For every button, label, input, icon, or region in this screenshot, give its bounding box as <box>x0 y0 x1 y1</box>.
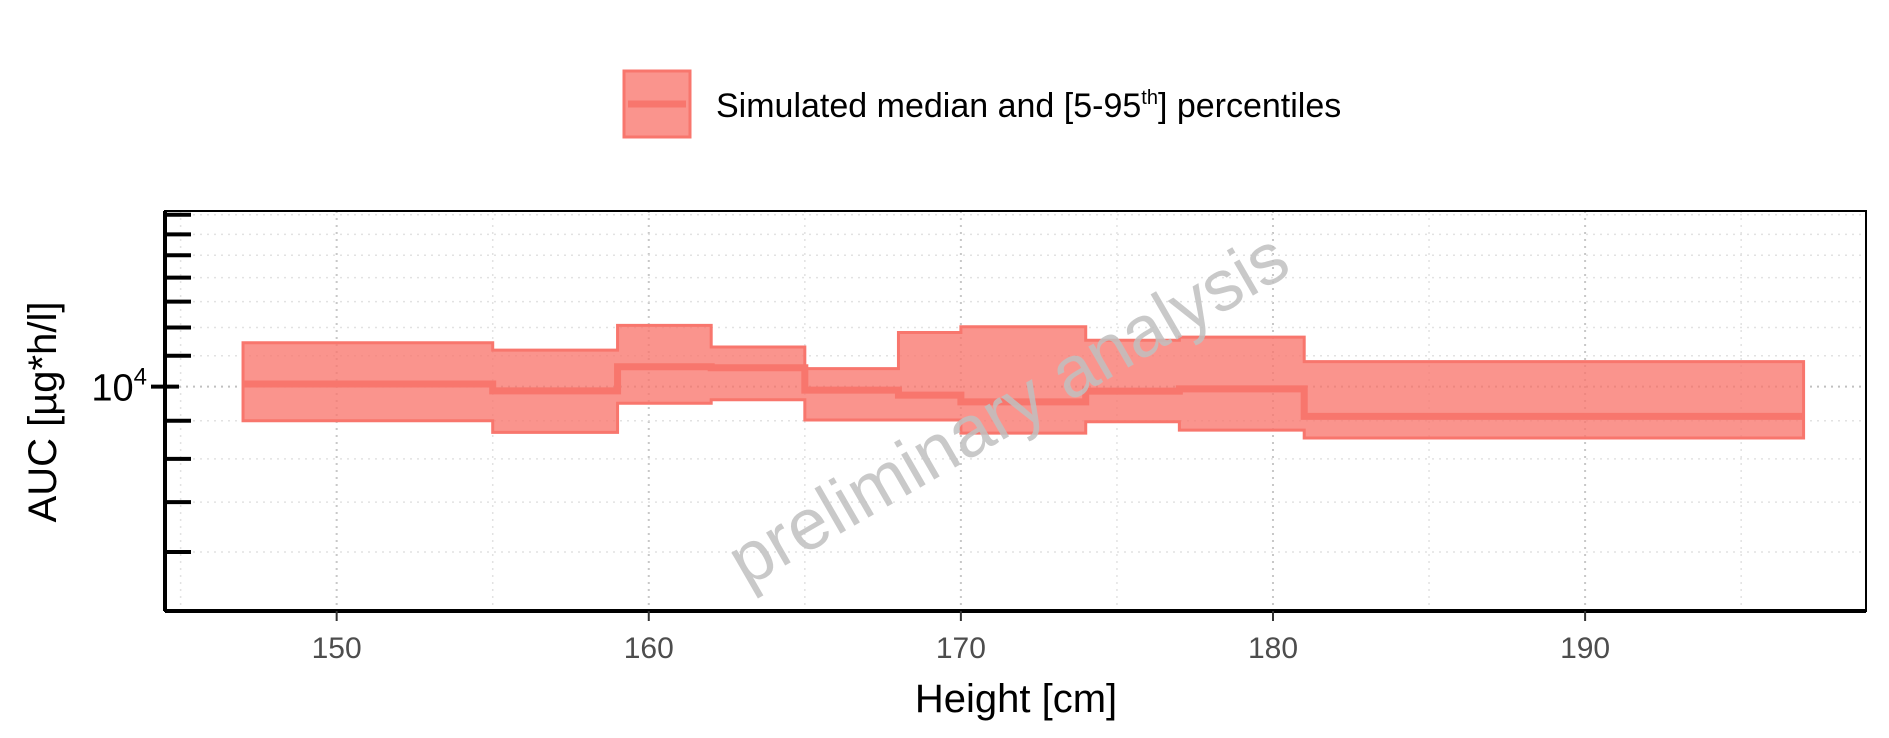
x-tick-label: 190 <box>1560 632 1610 665</box>
x-tick-labels: 150 160 170 180 190 <box>312 632 1611 665</box>
legend: Simulated median and [5-95th] percentile… <box>622 69 1341 139</box>
legend-label: Simulated median and [5-95th] percentile… <box>716 87 1341 125</box>
series-median <box>243 363 1804 420</box>
x-tick-label: 180 <box>1248 632 1298 665</box>
y-tick-label-base: 10 <box>91 368 133 410</box>
x-tick-label: 150 <box>312 632 362 665</box>
legend-label-start: Simulated median and [5-95 <box>716 87 1141 125</box>
y-tick-label-exponent: 4 <box>134 364 147 391</box>
median-line <box>243 363 1804 420</box>
x-tick-label: 170 <box>936 632 986 665</box>
percentile-band <box>241 323 1806 440</box>
legend-label-end: ] percentiles <box>1158 87 1341 125</box>
y-tick-label: 104 <box>91 364 147 410</box>
series-band <box>241 323 1806 440</box>
x-axis-title: Height [cm] <box>915 677 1117 721</box>
legend-label-superscript: th <box>1141 87 1158 109</box>
axes <box>151 210 1867 621</box>
x-tick-label: 160 <box>624 632 674 665</box>
y-tick-labels: 104 <box>91 364 147 410</box>
y-axis-title: AUC [µg*h/l] <box>21 302 65 523</box>
